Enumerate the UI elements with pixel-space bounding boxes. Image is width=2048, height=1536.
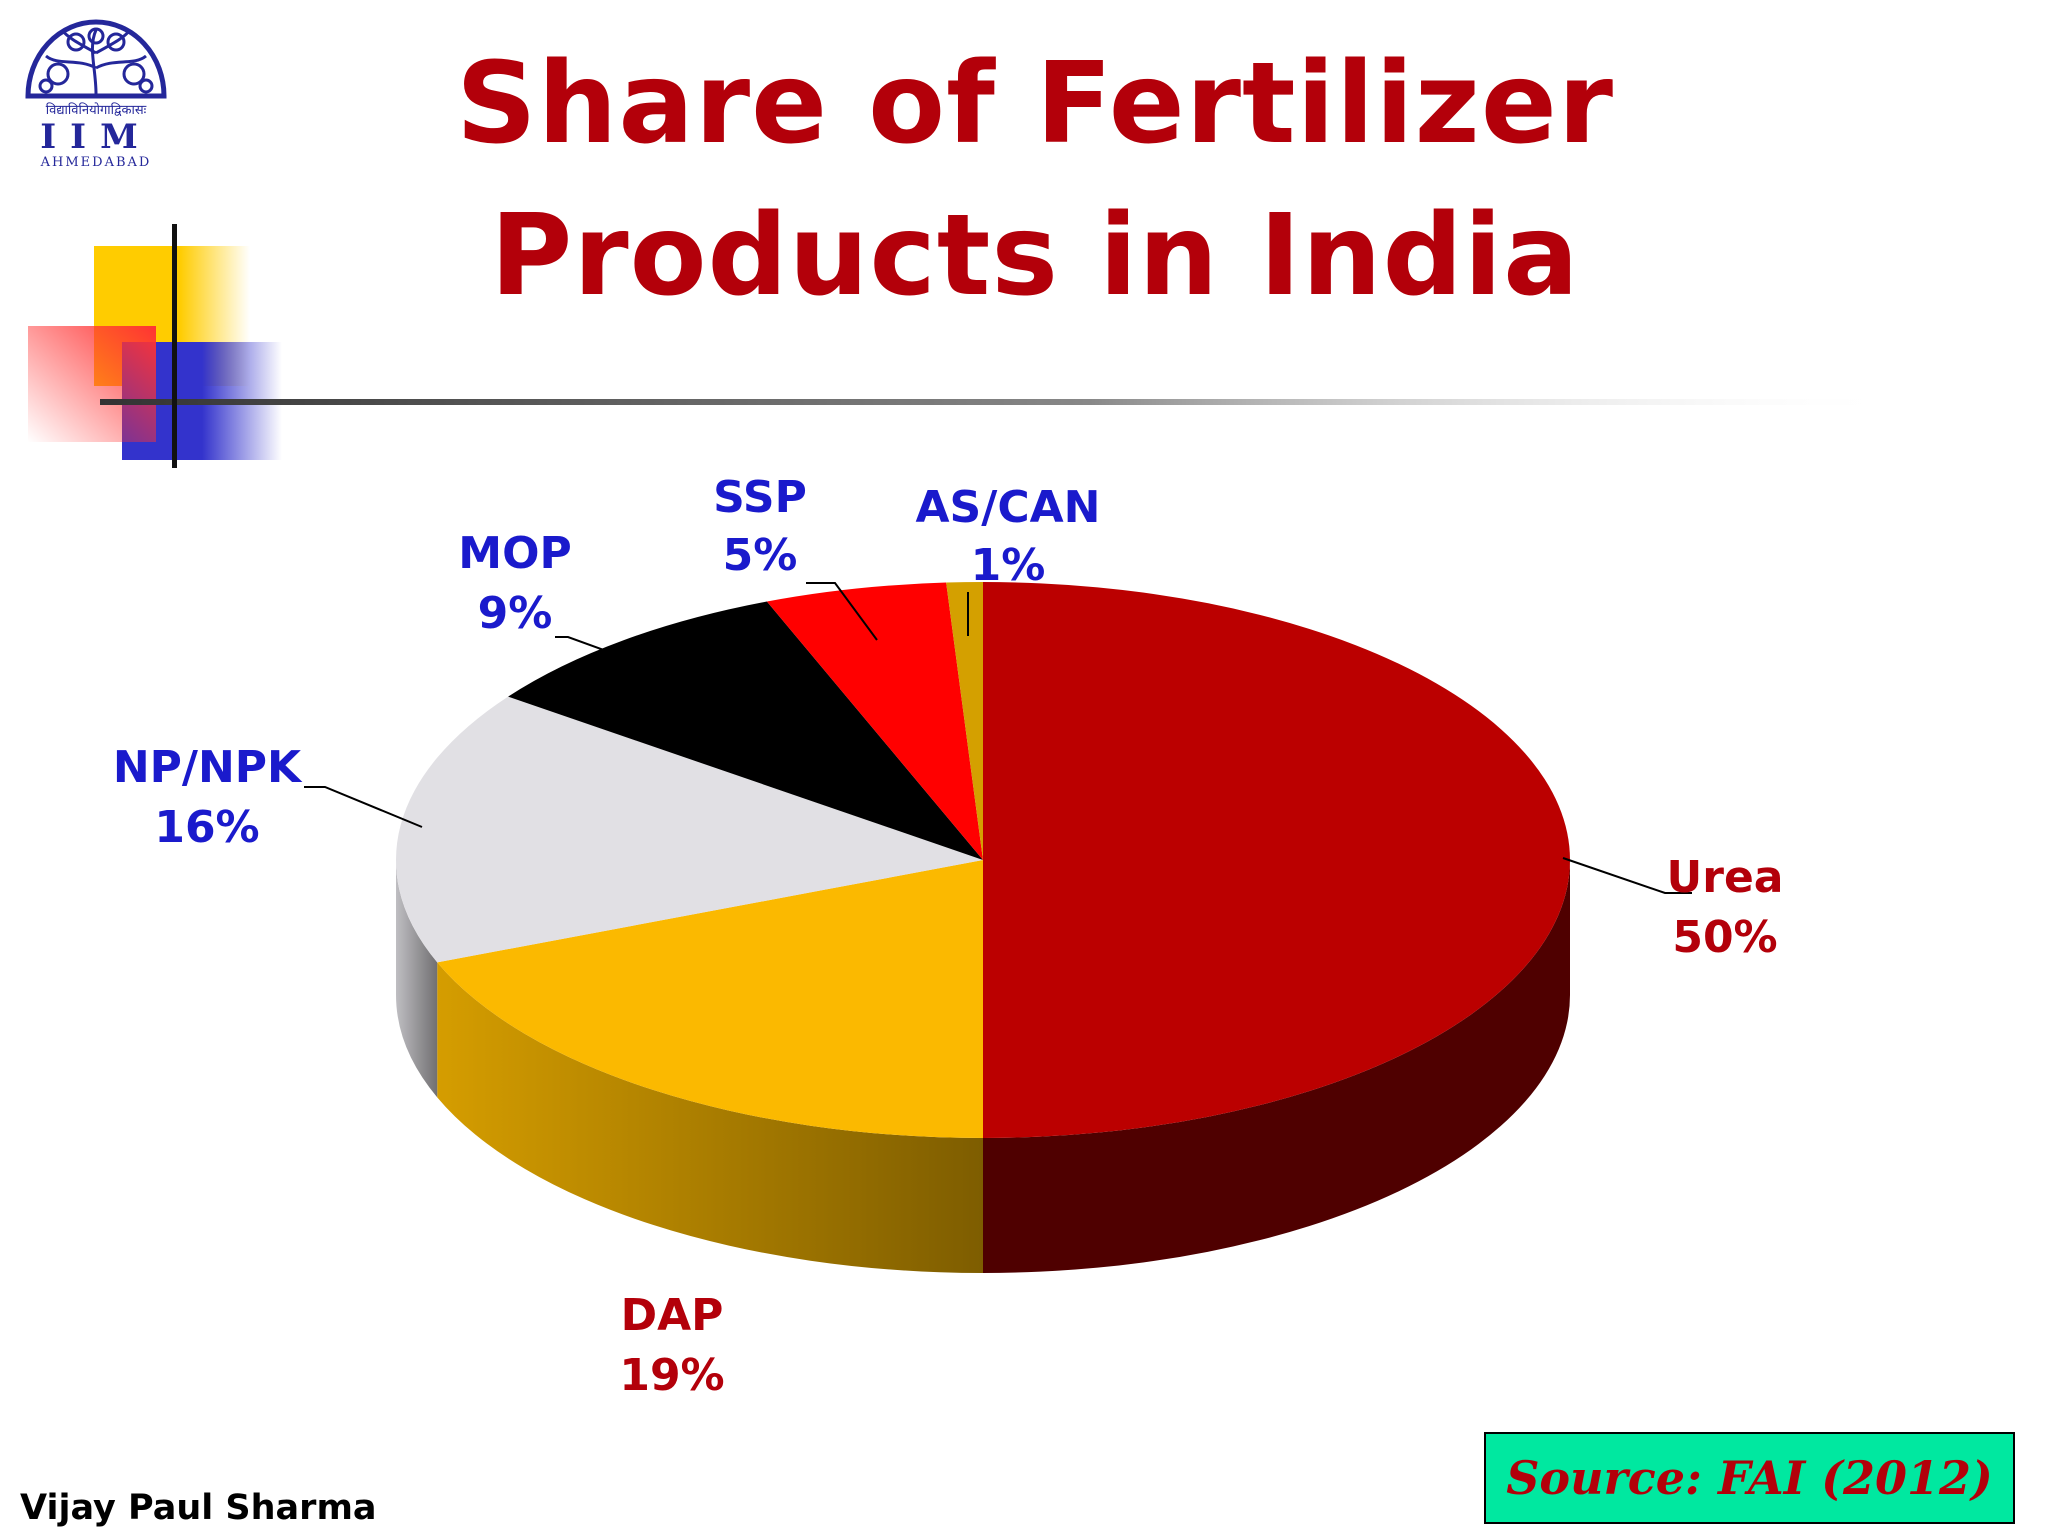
leader-line-mop	[555, 636, 679, 678]
leader-line-ssp	[806, 582, 878, 641]
decorative-squares	[28, 224, 1900, 468]
logo-main-text: IIM	[40, 117, 151, 157]
logo-hindi-text: विद्याविनियोगाद्विकासः	[46, 102, 147, 118]
iim-ahmedabad-logo: विद्याविनियोगाद्विकासः IIM AHMEDABAD	[18, 8, 174, 170]
pie-slice-ssp	[766, 582, 983, 860]
label-urea-value: 50%	[1672, 912, 1777, 963]
pie-slice-urea	[983, 582, 1570, 1138]
pie-slice-dap	[437, 860, 983, 1138]
pie-slice-ascan	[946, 582, 983, 860]
pie-side-dap	[437, 962, 983, 1273]
label-urea-name: Urea	[1667, 852, 1784, 903]
label-npnpk-value: 16%	[154, 802, 259, 853]
author-name: Vijay Paul Sharma	[20, 1488, 377, 1528]
source-box: Source: FAI (2012)	[1484, 1432, 2015, 1524]
pie-side-urea	[983, 860, 1570, 1273]
label-dap-value: 19%	[619, 1350, 724, 1401]
label-dap-name: DAP	[621, 1290, 724, 1341]
label-npnpk-name: NP/NPK	[113, 742, 303, 793]
vertical-line	[172, 224, 177, 468]
label-ascan-value: 1%	[971, 540, 1046, 591]
slide-title: Share of Fertilizer Products in India	[455, 39, 1615, 321]
source-text: Source: FAI (2012)	[1506, 1451, 1993, 1505]
pie-slice-mop	[508, 601, 983, 860]
pie-side-walls	[396, 860, 1570, 1273]
label-ssp-value: 5%	[723, 530, 798, 581]
red-square	[28, 326, 156, 442]
leader-line-urea	[1562, 857, 1692, 894]
logo-sub-text: AHMEDABAD	[40, 155, 152, 170]
pie-side-npnpk	[396, 860, 438, 1098]
label-ascan-name: AS/CAN	[916, 482, 1101, 533]
label-mop-name: MOP	[458, 528, 571, 579]
divider-line	[100, 399, 1900, 405]
label-ssp-name: SSP	[713, 472, 807, 523]
leader-line-npnpk	[304, 786, 423, 828]
pie-slice-npnpk	[395, 696, 983, 963]
label-mop-value: 9%	[478, 588, 553, 639]
